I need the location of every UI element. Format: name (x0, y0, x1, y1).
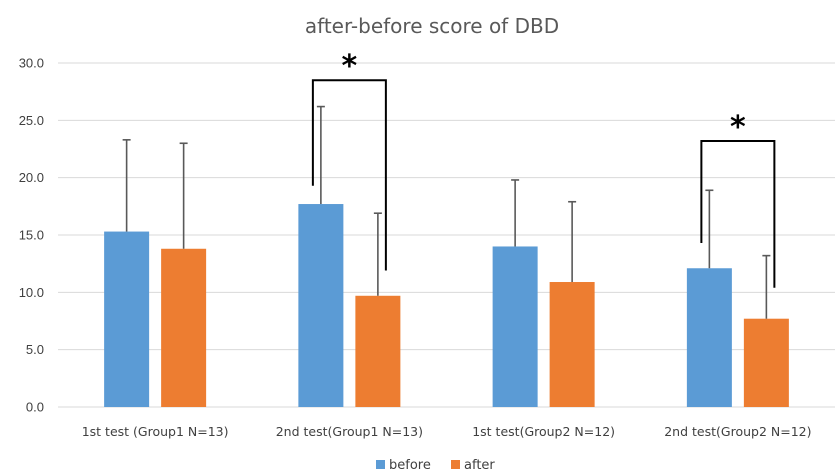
legend-label: before (389, 458, 431, 473)
bars (104, 204, 789, 407)
y-tick-label: 5.0 (26, 342, 44, 357)
error-bar-before-2 (316, 105, 325, 205)
y-tick-label: 20.0 (19, 170, 44, 185)
significance-bracket: * (700, 110, 776, 288)
error-bars (122, 105, 771, 319)
y-tick-label: 10.0 (19, 285, 44, 300)
x-category-label: 1st test (Group1 N=13) (82, 424, 229, 439)
error-bar-before-3 (511, 179, 520, 247)
significance-bracket: * (311, 49, 387, 271)
bar-after-2 (355, 295, 401, 407)
y-tick-label: 15.0 (19, 228, 44, 243)
error-bar-after-4 (762, 254, 771, 319)
bar-before-2 (298, 204, 344, 407)
error-bar-after-3 (568, 200, 577, 283)
x-category-label: 1st test(Group2 N=12) (472, 424, 615, 439)
bar-before-4 (686, 268, 732, 407)
y-tick-label: 30.0 (19, 56, 44, 71)
significance-star: * (730, 110, 746, 145)
legend: before after (376, 458, 495, 473)
bar-after-1 (161, 248, 207, 407)
x-category-label: 2nd test(Group1 N=13) (276, 424, 423, 439)
legend-item-before: before (376, 458, 431, 473)
significance-annotations: ** (311, 49, 776, 288)
error-bar-before-1 (122, 139, 131, 232)
x-category-label: 2nd test(Group2 N=12) (664, 424, 811, 439)
y-tick-label: 25.0 (19, 113, 44, 128)
bar-after-4 (743, 318, 789, 407)
legend-item-after: after (451, 458, 495, 473)
error-bar-after-1 (179, 142, 188, 249)
error-bar-before-4 (705, 189, 714, 269)
legend-swatch (376, 460, 385, 469)
x-axis-category-labels: 1st test (Group1 N=13) 2nd test(Group1 N=… (82, 424, 812, 439)
chart-title: after-before score of DBD (305, 14, 559, 38)
significance-star: * (342, 49, 358, 84)
legend-swatch (451, 460, 460, 469)
legend-label: after (464, 458, 495, 473)
bar-before-1 (104, 231, 150, 407)
y-tick-label: 0.0 (26, 400, 44, 415)
error-bar-after-2 (373, 212, 382, 296)
bar-after-3 (549, 282, 595, 407)
y-axis-tick-labels: 0.0 5.0 10.0 15.0 20.0 25.0 30.0 (19, 56, 44, 415)
bar-before-3 (492, 246, 538, 407)
